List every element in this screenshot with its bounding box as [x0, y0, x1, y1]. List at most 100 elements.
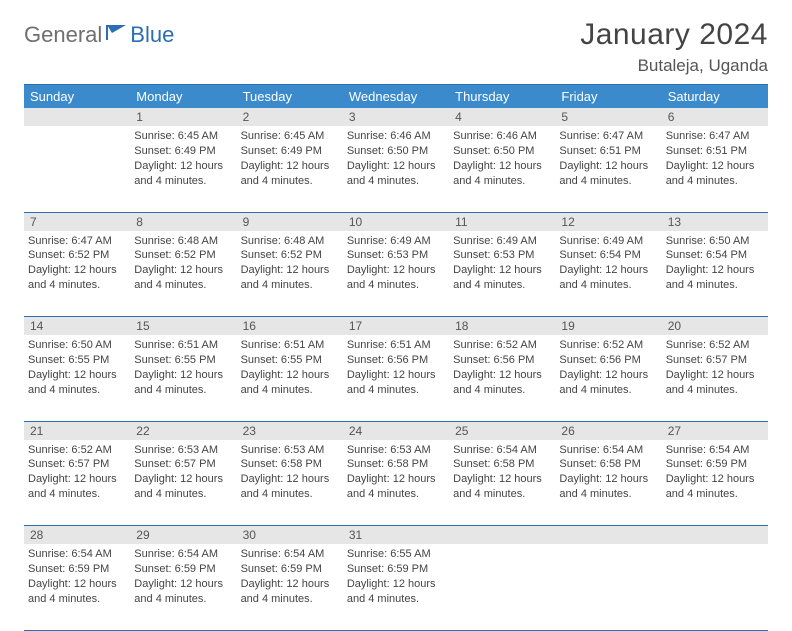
day-header: Monday — [130, 85, 236, 109]
calendar-cell: Sunrise: 6:49 AMSunset: 6:54 PMDaylight:… — [555, 231, 661, 317]
calendar-cell: Sunrise: 6:53 AMSunset: 6:58 PMDaylight:… — [237, 440, 343, 526]
daylight-line-1: Daylight: 12 hours — [559, 368, 657, 383]
sunrise-line: Sunrise: 6:54 AM — [134, 547, 232, 562]
calendar-cell: Sunrise: 6:51 AMSunset: 6:56 PMDaylight:… — [343, 335, 449, 421]
sunrise-line: Sunrise: 6:49 AM — [347, 234, 445, 249]
day-cell-content: Sunrise: 6:48 AMSunset: 6:52 PMDaylight:… — [130, 231, 236, 299]
daylight-line-1: Daylight: 12 hours — [453, 263, 551, 278]
daylight-line-1: Daylight: 12 hours — [347, 263, 445, 278]
day-number: 7 — [24, 213, 130, 231]
day-header: Friday — [555, 85, 661, 109]
day-number: 29 — [130, 526, 236, 544]
calendar-cell: Sunrise: 6:48 AMSunset: 6:52 PMDaylight:… — [130, 231, 236, 317]
calendar-cell: Sunrise: 6:53 AMSunset: 6:57 PMDaylight:… — [130, 440, 236, 526]
day-cell-content: Sunrise: 6:50 AMSunset: 6:55 PMDaylight:… — [24, 335, 130, 403]
day-number: 21 — [24, 422, 130, 440]
daylight-line-2: and 4 minutes. — [241, 278, 339, 293]
day-number: 19 — [555, 317, 661, 335]
daylight-line-1: Daylight: 12 hours — [347, 577, 445, 592]
sunrise-line: Sunrise: 6:46 AM — [453, 129, 551, 144]
day-cell-content: Sunrise: 6:46 AMSunset: 6:50 PMDaylight:… — [343, 126, 449, 194]
calendar-cell: Sunrise: 6:54 AMSunset: 6:58 PMDaylight:… — [555, 440, 661, 526]
day-number: 28 — [24, 526, 130, 544]
sunrise-line: Sunrise: 6:54 AM — [453, 443, 551, 458]
sunrise-line: Sunrise: 6:52 AM — [666, 338, 764, 353]
daylight-line-2: and 4 minutes. — [666, 174, 764, 189]
daylight-line-2: and 4 minutes. — [347, 174, 445, 189]
sunset-line: Sunset: 6:57 PM — [134, 457, 232, 472]
sunrise-line: Sunrise: 6:50 AM — [666, 234, 764, 249]
sunset-line: Sunset: 6:55 PM — [134, 353, 232, 368]
day-number-empty — [662, 526, 768, 544]
sunrise-line: Sunrise: 6:48 AM — [134, 234, 232, 249]
calendar-cell: Sunrise: 6:52 AMSunset: 6:56 PMDaylight:… — [555, 335, 661, 421]
daylight-line-1: Daylight: 12 hours — [241, 159, 339, 174]
calendar-cell: Sunrise: 6:50 AMSunset: 6:54 PMDaylight:… — [662, 231, 768, 317]
daylight-line-2: and 4 minutes. — [559, 278, 657, 293]
day-number: 5 — [555, 108, 661, 126]
calendar-cell: Sunrise: 6:46 AMSunset: 6:50 PMDaylight:… — [449, 126, 555, 212]
day-cell-content: Sunrise: 6:53 AMSunset: 6:58 PMDaylight:… — [343, 440, 449, 508]
sunrise-line: Sunrise: 6:51 AM — [241, 338, 339, 353]
daylight-line-2: and 4 minutes. — [134, 383, 232, 398]
sunrise-line: Sunrise: 6:54 AM — [28, 547, 126, 562]
daylight-line-2: and 4 minutes. — [28, 487, 126, 502]
sunrise-line: Sunrise: 6:50 AM — [28, 338, 126, 353]
calendar-header-row: SundayMondayTuesdayWednesdayThursdayFrid… — [24, 85, 768, 109]
calendar-cell: Sunrise: 6:50 AMSunset: 6:55 PMDaylight:… — [24, 335, 130, 421]
sunset-line: Sunset: 6:58 PM — [347, 457, 445, 472]
calendar-cell: Sunrise: 6:47 AMSunset: 6:51 PMDaylight:… — [662, 126, 768, 212]
day-cell-content: Sunrise: 6:52 AMSunset: 6:57 PMDaylight:… — [24, 440, 130, 508]
sunset-line: Sunset: 6:59 PM — [347, 562, 445, 577]
calendar-cell — [555, 544, 661, 630]
flag-icon — [106, 23, 128, 46]
daylight-line-2: and 4 minutes. — [241, 174, 339, 189]
day-cell-content: Sunrise: 6:49 AMSunset: 6:53 PMDaylight:… — [343, 231, 449, 299]
daylight-line-2: and 4 minutes. — [347, 487, 445, 502]
daylight-line-2: and 4 minutes. — [28, 592, 126, 607]
day-cell-content: Sunrise: 6:51 AMSunset: 6:55 PMDaylight:… — [237, 335, 343, 403]
sunset-line: Sunset: 6:52 PM — [28, 248, 126, 263]
daylight-line-1: Daylight: 12 hours — [28, 577, 126, 592]
daylight-line-2: and 4 minutes. — [28, 278, 126, 293]
sunrise-line: Sunrise: 6:52 AM — [559, 338, 657, 353]
daylight-line-2: and 4 minutes. — [241, 487, 339, 502]
sunrise-line: Sunrise: 6:51 AM — [347, 338, 445, 353]
daylight-line-1: Daylight: 12 hours — [134, 472, 232, 487]
sunrise-line: Sunrise: 6:52 AM — [28, 443, 126, 458]
calendar-cell: Sunrise: 6:46 AMSunset: 6:50 PMDaylight:… — [343, 126, 449, 212]
header: General Blue January 2024 Butaleja, Ugan… — [24, 18, 768, 76]
day-number: 27 — [662, 422, 768, 440]
day-cell-content: Sunrise: 6:51 AMSunset: 6:55 PMDaylight:… — [130, 335, 236, 403]
day-cell-content: Sunrise: 6:54 AMSunset: 6:59 PMDaylight:… — [662, 440, 768, 508]
sunrise-line: Sunrise: 6:53 AM — [134, 443, 232, 458]
calendar-cell — [449, 544, 555, 630]
sunrise-line: Sunrise: 6:49 AM — [559, 234, 657, 249]
daylight-line-2: and 4 minutes. — [666, 383, 764, 398]
day-header: Tuesday — [237, 85, 343, 109]
day-number: 24 — [343, 422, 449, 440]
daylight-line-1: Daylight: 12 hours — [134, 159, 232, 174]
daylight-line-1: Daylight: 12 hours — [134, 577, 232, 592]
sunrise-line: Sunrise: 6:54 AM — [241, 547, 339, 562]
day-header: Wednesday — [343, 85, 449, 109]
day-cell-content: Sunrise: 6:52 AMSunset: 6:56 PMDaylight:… — [449, 335, 555, 403]
day-number: 26 — [555, 422, 661, 440]
sunrise-line: Sunrise: 6:48 AM — [241, 234, 339, 249]
daylight-line-1: Daylight: 12 hours — [666, 472, 764, 487]
daylight-line-1: Daylight: 12 hours — [134, 368, 232, 383]
sunset-line: Sunset: 6:57 PM — [666, 353, 764, 368]
sunset-line: Sunset: 6:57 PM — [28, 457, 126, 472]
sunset-line: Sunset: 6:54 PM — [666, 248, 764, 263]
daylight-line-1: Daylight: 12 hours — [134, 263, 232, 278]
day-cell-content: Sunrise: 6:49 AMSunset: 6:53 PMDaylight:… — [449, 231, 555, 299]
day-cell-content: Sunrise: 6:55 AMSunset: 6:59 PMDaylight:… — [343, 544, 449, 612]
sunset-line: Sunset: 6:56 PM — [347, 353, 445, 368]
calendar-cell: Sunrise: 6:51 AMSunset: 6:55 PMDaylight:… — [130, 335, 236, 421]
day-cell-content: Sunrise: 6:54 AMSunset: 6:59 PMDaylight:… — [130, 544, 236, 612]
calendar-cell: Sunrise: 6:55 AMSunset: 6:59 PMDaylight:… — [343, 544, 449, 630]
daylight-line-1: Daylight: 12 hours — [559, 263, 657, 278]
day-cell-content: Sunrise: 6:47 AMSunset: 6:52 PMDaylight:… — [24, 231, 130, 299]
calendar-cell: Sunrise: 6:47 AMSunset: 6:52 PMDaylight:… — [24, 231, 130, 317]
day-cell-content: Sunrise: 6:53 AMSunset: 6:57 PMDaylight:… — [130, 440, 236, 508]
